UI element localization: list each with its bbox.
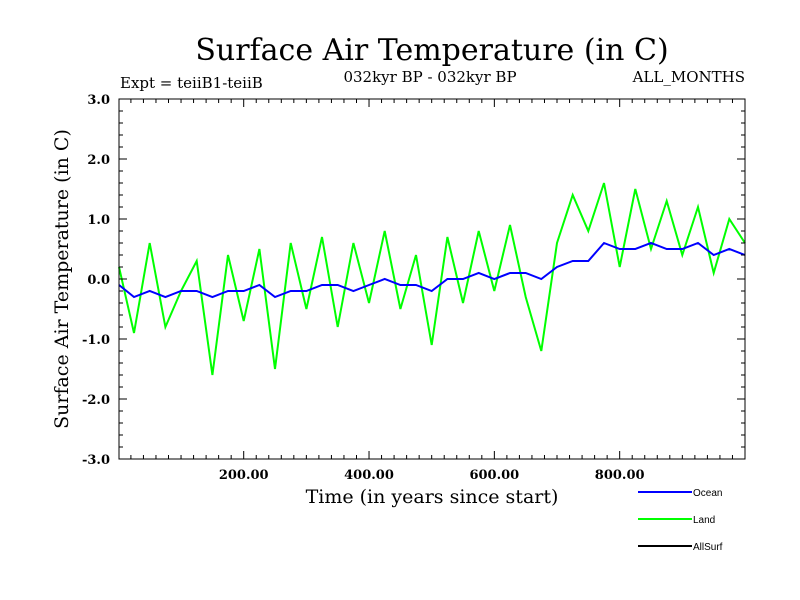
x-axis-label: Time (in years since start)	[306, 486, 559, 508]
series-line-land	[118, 182, 746, 376]
y-axis-label: Surface Air Temperature (in C)	[51, 129, 73, 429]
experiment-label: Expt = teiiB1-teiiB	[120, 74, 263, 92]
x-axis: 200.00 400.00 600.00 800.00	[130, 99, 733, 483]
legend: Land Ocean AllSurf	[638, 488, 723, 553]
x-tick-label: 400.00	[344, 468, 394, 483]
y-tick-label: -3.0	[82, 453, 110, 468]
x-tick-label: 800.00	[595, 468, 645, 483]
legend-label-allsurf: AllSurf	[693, 542, 723, 553]
y-tick-label: 2.0	[87, 153, 110, 168]
y-axis: 3.0 2.0 1.0 0.0 -1.0 -2.0 -3.0	[82, 93, 745, 468]
plot-series	[118, 182, 746, 376]
chart-title: Surface Air Temperature (in C)	[195, 33, 668, 68]
y-tick-label: 3.0	[87, 93, 110, 108]
y-tick-label: -1.0	[82, 333, 110, 348]
y-tick-label: 1.0	[87, 213, 110, 228]
y-tick-label: 0.0	[87, 273, 110, 288]
y-tick-label: -2.0	[82, 393, 110, 408]
x-tick-label: 200.00	[219, 468, 269, 483]
legend-label-land: Land	[693, 515, 715, 526]
series-line-ocean	[118, 241, 746, 299]
period-label: 032kyr BP - 032kyr BP	[343, 68, 516, 86]
months-label: ALL_MONTHS	[632, 68, 745, 86]
x-tick-label: 600.00	[469, 468, 519, 483]
legend-label-ocean: Ocean	[693, 488, 722, 499]
